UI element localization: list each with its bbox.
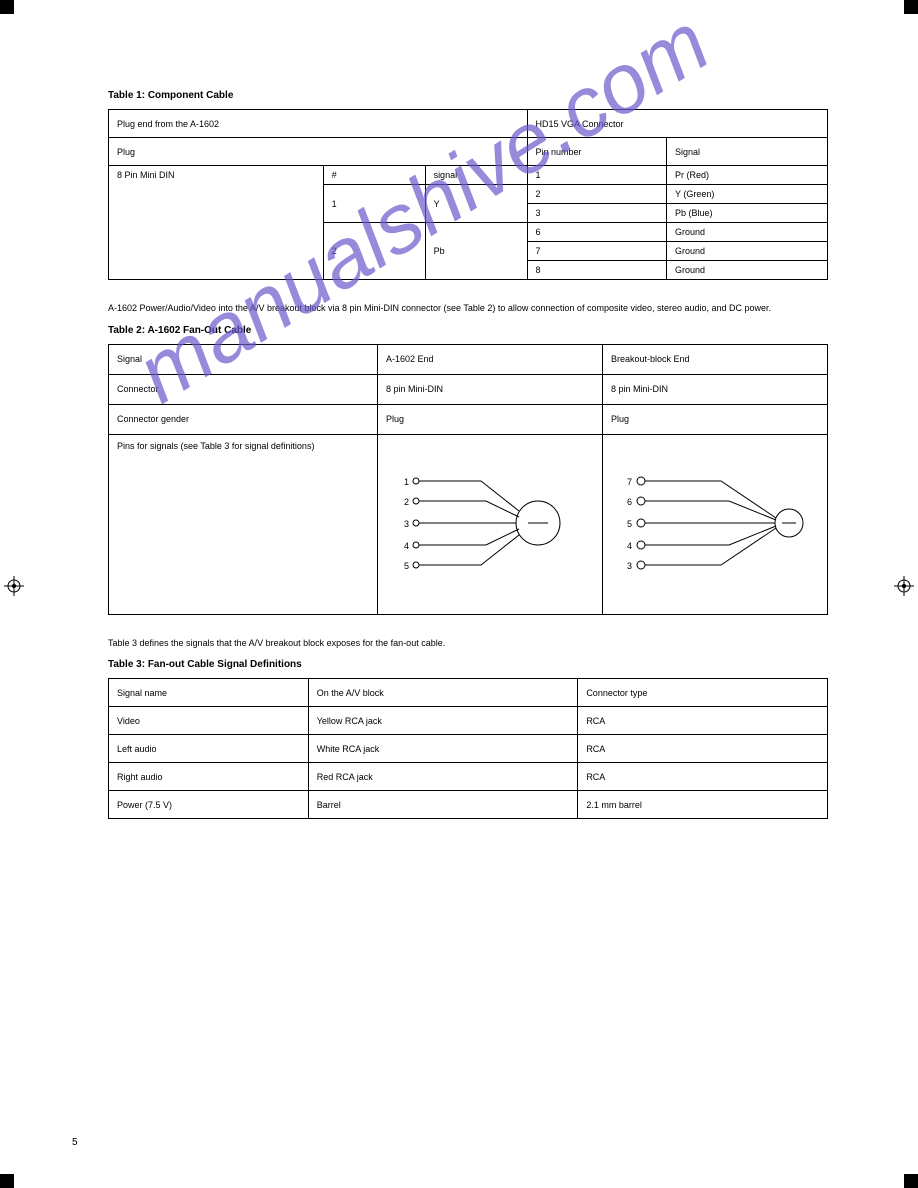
table3-cell: RCA [578, 735, 828, 763]
svg-text:1: 1 [404, 477, 409, 487]
table3-cell: Yellow RCA jack [308, 707, 578, 735]
fanout-diagram-b-icon: 7 6 5 4 3 [611, 441, 816, 606]
table1-vga-sig: Pr (Red) [667, 166, 828, 185]
table2-cell: Connector gender [109, 404, 378, 434]
table1-left-sub: Plug [109, 138, 528, 166]
table2-col1: A-1602 End [378, 344, 603, 374]
table3-col2: Connector type [578, 679, 828, 707]
table1-vga-pin: 2 [527, 185, 667, 204]
table3-cell: White RCA jack [308, 735, 578, 763]
svg-text:4: 4 [404, 541, 409, 551]
table3-title: Table 3: Fan-out Cable Signal Definition… [108, 659, 828, 670]
svg-text:3: 3 [404, 519, 409, 529]
table1-minidin-heading: 8 Pin Mini DIN [109, 166, 324, 280]
table1-vga-sig: Ground [667, 261, 828, 280]
table1-left-header: Plug end from the A-1602 [109, 110, 528, 138]
table3-col0: Signal name [109, 679, 309, 707]
table2-col0: Signal [109, 344, 378, 374]
registration-mark-right [894, 576, 914, 596]
table1-title: Table 1: Component Cable [108, 90, 828, 101]
svg-text:4: 4 [627, 541, 632, 551]
table1-vga-pin: 8 [527, 261, 667, 280]
table3-cell: Video [109, 707, 309, 735]
table3-cell: RCA [578, 763, 828, 791]
table1-minidin-s: Y [425, 185, 527, 223]
svg-text:2: 2 [404, 497, 409, 507]
svg-text:6: 6 [627, 497, 632, 507]
table1-vga-pin: 7 [527, 242, 667, 261]
svg-text:5: 5 [404, 561, 409, 571]
table3-col1: On the A/V block [308, 679, 578, 707]
svg-text:3: 3 [627, 561, 632, 571]
table2-cell: Plug [378, 404, 603, 434]
table1-vga-sig: Ground [667, 223, 828, 242]
table2-cell: 8 pin Mini-DIN [603, 374, 828, 404]
table2-diagram-label: Pins for signals (see Table 3 for signal… [109, 434, 378, 614]
table1-minidin-n: 2 [323, 223, 425, 280]
table2-cell: 8 pin Mini-DIN [378, 374, 603, 404]
table1-vga-pin: 6 [527, 223, 667, 242]
table2-diagram-a: 1 2 3 4 5 [378, 434, 603, 614]
table3-cell: RCA [578, 707, 828, 735]
svg-text:5: 5 [627, 519, 632, 529]
table1-vga-sig: Pb (Blue) [667, 204, 828, 223]
table3: Signal name On the A/V block Connector t… [108, 678, 828, 819]
page-number-left: 5 [72, 1137, 78, 1148]
table1-minidin-s: Pb [425, 223, 527, 280]
table2-diagram-b: 7 6 5 4 3 [603, 434, 828, 614]
table1-vga-pin: 1 [527, 166, 667, 185]
table2-col2: Breakout-block End [603, 344, 828, 374]
table3-intro: Table 3 defines the signals that the A/V… [108, 637, 828, 650]
table3-cell: Barrel [308, 791, 578, 819]
table2-title: Table 2: A-1602 Fan-Out Cable [108, 325, 828, 336]
table3-cell: Right audio [109, 763, 309, 791]
table1-vga-sig: Y (Green) [667, 185, 828, 204]
svg-text:7: 7 [627, 477, 632, 487]
table1-minidin-n: 1 [323, 185, 425, 223]
table3-cell: Left audio [109, 735, 309, 763]
table3-cell: 2.1 mm barrel [578, 791, 828, 819]
table2-cell: Plug [603, 404, 828, 434]
table1: Plug end from the A-1602 HD15 VGA Connec… [108, 109, 828, 280]
table1-minidin-numlabel: # [323, 166, 425, 185]
table3-cell: Red RCA jack [308, 763, 578, 791]
table3-cell: Power (7.5 V) [109, 791, 309, 819]
table1-right-col-b: Signal [667, 138, 828, 166]
table2: Signal A-1602 End Breakout-block End Con… [108, 344, 828, 615]
table1-right-header: HD15 VGA Connector [527, 110, 828, 138]
table1-minidin-siglabel: signal [425, 166, 527, 185]
registration-mark-left [4, 576, 24, 596]
table1-vga-sig: Ground [667, 242, 828, 261]
table2-cell: Connector [109, 374, 378, 404]
table1-vga-pin: 3 [527, 204, 667, 223]
table1-right-col-a: Pin number [527, 138, 667, 166]
fanout-diagram-a-icon: 1 2 3 4 5 [386, 441, 591, 606]
table2-intro: A-1602 Power/Audio/Video into the A/V br… [108, 302, 828, 315]
